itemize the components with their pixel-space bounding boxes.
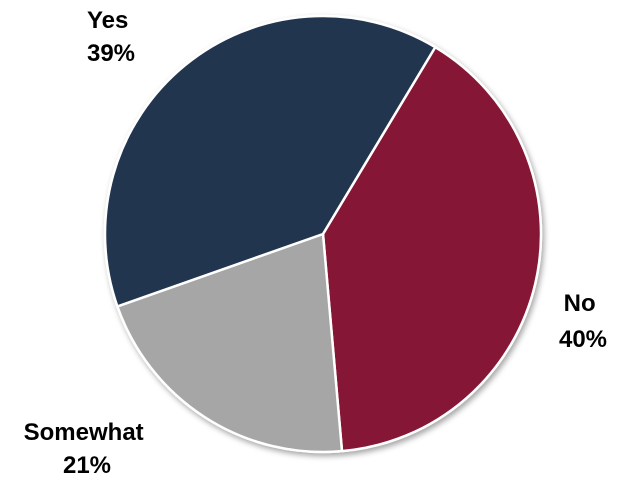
slice-label-yes-name: Yes bbox=[87, 7, 128, 34]
slice-label-no: No 40% bbox=[559, 290, 607, 353]
pie-slices bbox=[103, 14, 543, 454]
slice-label-yes-value: 39% bbox=[87, 40, 135, 67]
pie-slice-somewhat bbox=[116, 232, 344, 454]
slice-label-yes: Yes 39% bbox=[87, 7, 135, 67]
slice-labels: Yes 39% No 40% Somewhat 21% bbox=[24, 7, 607, 479]
pie-slice-no bbox=[321, 45, 543, 453]
slice-label-somewhat: Somewhat 21% bbox=[24, 419, 151, 479]
pie-slice-yes bbox=[103, 14, 437, 308]
slice-label-somewhat-name: Somewhat bbox=[24, 419, 144, 446]
slice-label-no-value: 40% bbox=[559, 326, 607, 353]
slice-label-somewhat-value: 21% bbox=[63, 452, 111, 479]
slice-label-no-name: No bbox=[564, 290, 596, 317]
